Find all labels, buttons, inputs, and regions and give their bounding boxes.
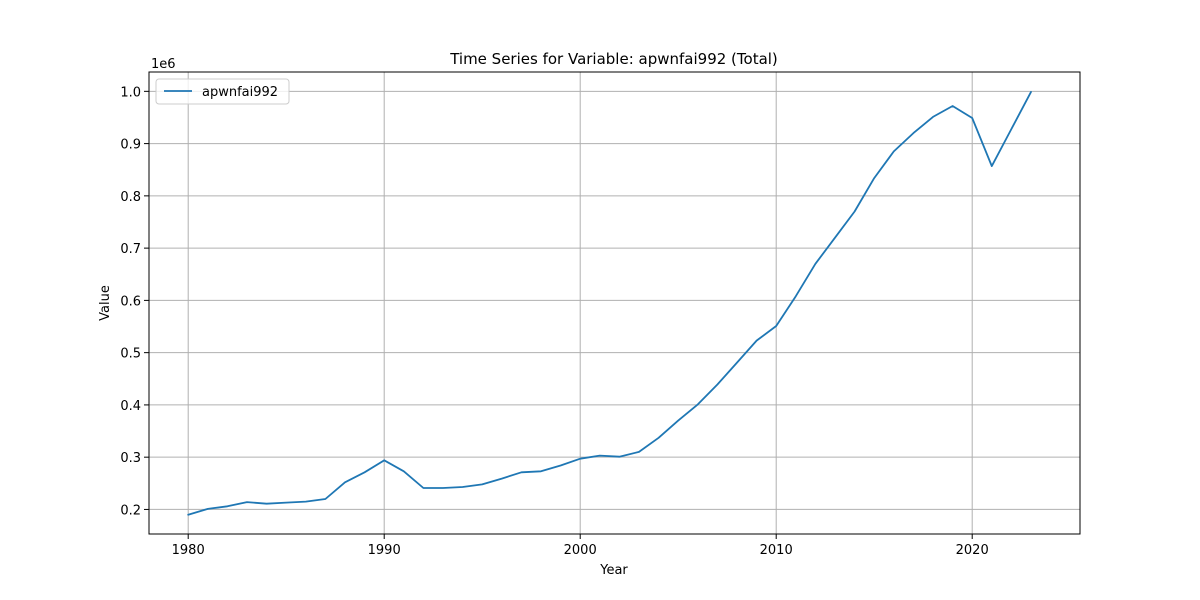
y-tick-label: 0.7 [120, 242, 141, 257]
x-tick-label: 1980 [172, 543, 205, 558]
y-gridlines [149, 90, 1080, 510]
x-axis-label: Year [599, 563, 628, 578]
y-axis-offset-label: 1e6 [151, 57, 176, 72]
y-tick-label: 0.2 [120, 503, 141, 518]
x-tick-label: 2010 [760, 543, 793, 558]
legend: apwnfai992 [155, 78, 290, 105]
plot-frame [148, 71, 1081, 535]
legend-box [155, 78, 290, 105]
y-tick-label: 0.9 [120, 138, 141, 153]
x-tick-label: 1990 [368, 543, 401, 558]
x-tick-label: 2000 [564, 543, 597, 558]
y-axis-ticks: 0.2 0.3 0.4 0.5 0.6 0.7 0.8 0.9 1.0 [120, 85, 149, 518]
series-line [187, 91, 1032, 516]
y-axis-label: Value [98, 285, 113, 321]
series-layer [187, 91, 1032, 516]
x-tick-label: 2020 [956, 543, 989, 558]
y-tick-label: 0.4 [120, 399, 141, 414]
y-tick-label: 0.3 [120, 451, 141, 466]
x-axis-ticks: 1980 1990 2000 2010 2020 [172, 534, 989, 558]
y-tick-label: 0.6 [120, 294, 141, 309]
chart-title: Time Series for Variable: apwnfai992 (To… [449, 50, 778, 68]
y-tick-label: 0.8 [120, 190, 141, 205]
y-tick-label: 1.0 [120, 85, 141, 100]
y-tick-label: 0.5 [120, 347, 141, 362]
legend-label: apwnfai992 [202, 85, 278, 100]
